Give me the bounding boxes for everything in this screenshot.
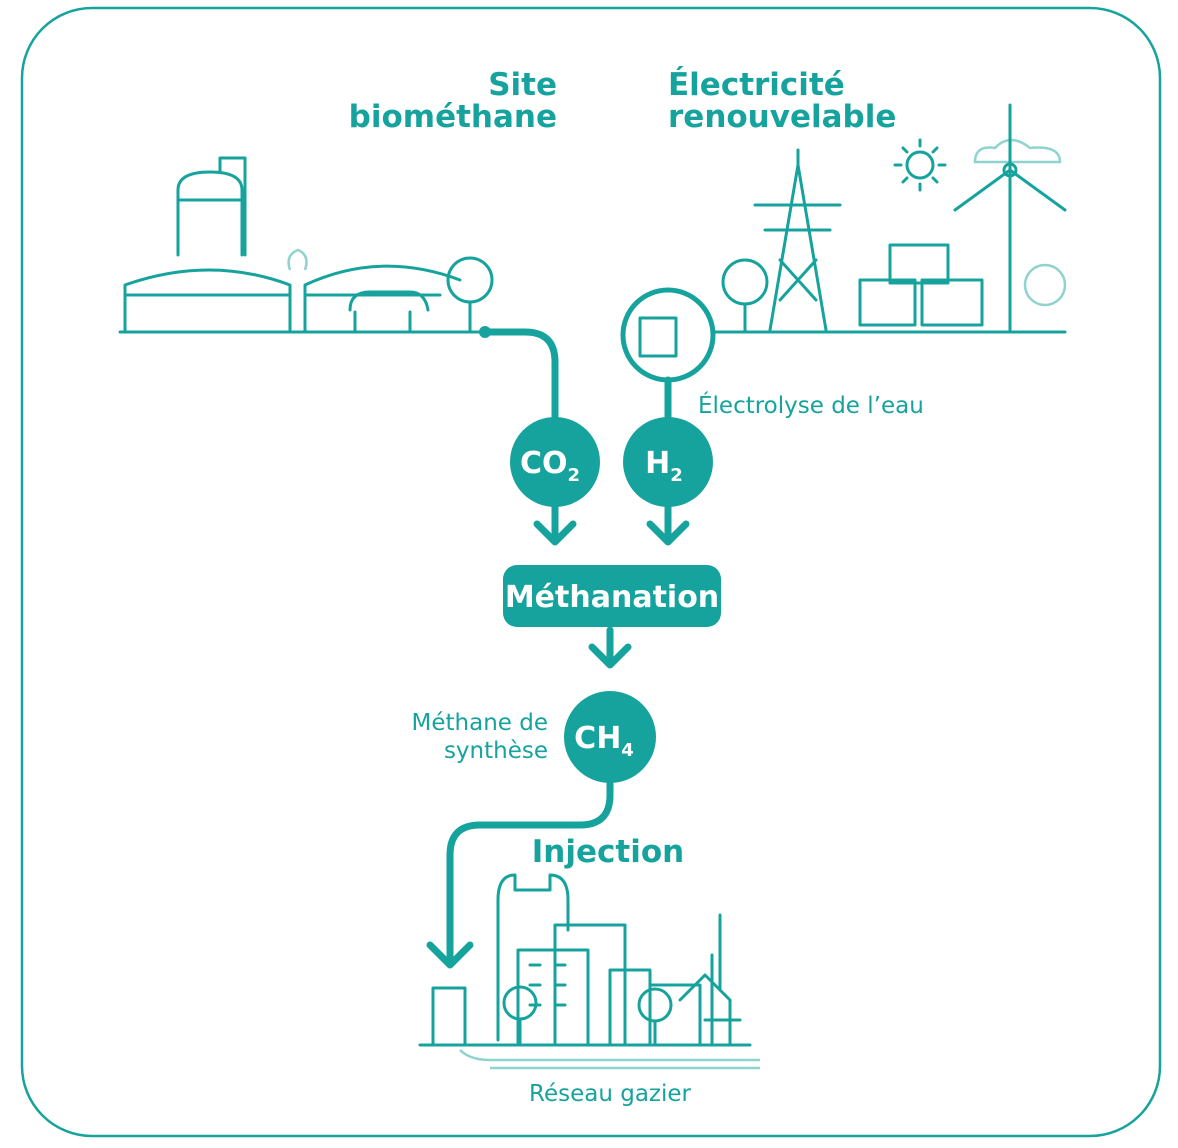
- molecule-subscript: 4: [621, 740, 634, 761]
- diagram: Site biométhane Électricité renouvelable…: [0, 0, 1178, 1148]
- molecule-formula: CH: [574, 721, 621, 756]
- molecule-formula: H: [645, 446, 670, 481]
- source-label: biométhane: [349, 99, 557, 135]
- molecule-formula: CO: [520, 446, 568, 481]
- electrolysis-icon: [623, 290, 713, 380]
- process-label: Méthanation: [505, 580, 719, 615]
- injection-label: Injection: [532, 834, 684, 870]
- molecule-subscript: 2: [568, 465, 581, 486]
- molecule-subscript: 2: [670, 465, 683, 486]
- network-label: Réseau gazier: [529, 1081, 692, 1107]
- product-label: Méthane de: [412, 710, 548, 736]
- electrolysis-label: Électrolyse de l’eau: [698, 391, 924, 419]
- source-label: Site: [488, 67, 557, 103]
- source-label: renouvelable: [668, 99, 896, 135]
- product-label: synthèse: [444, 738, 548, 764]
- source-label: Électricité: [668, 67, 845, 103]
